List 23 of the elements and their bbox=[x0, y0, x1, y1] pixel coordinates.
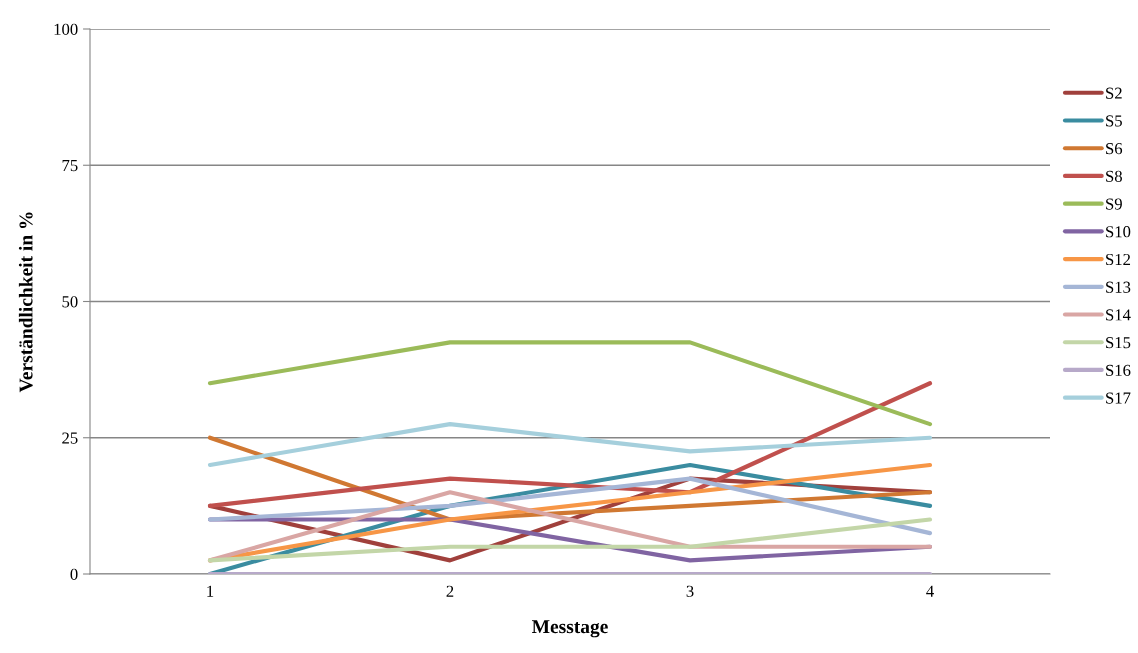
y-tick-label: 25 bbox=[62, 432, 78, 444]
x-tick-label: 4 bbox=[926, 585, 934, 597]
legend-label: S6 bbox=[1106, 143, 1123, 155]
legend-label: S12 bbox=[1106, 253, 1131, 266]
legend-label: S5 bbox=[1106, 115, 1122, 127]
legend-label: S8 bbox=[1106, 170, 1122, 182]
legend-label: S10 bbox=[1106, 226, 1131, 238]
x-tick-label: 2 bbox=[446, 585, 454, 597]
y-tick-label: 75 bbox=[62, 160, 78, 172]
legend-label: S2 bbox=[1106, 87, 1122, 99]
legend-label: S15 bbox=[1106, 337, 1131, 349]
legend-label: S9 bbox=[1106, 198, 1122, 210]
x-axis-title: Messtage bbox=[532, 620, 608, 638]
x-tick-label: 1 bbox=[207, 585, 214, 597]
legend-label: S17 bbox=[1106, 392, 1131, 404]
legend-label: S13 bbox=[1106, 281, 1131, 293]
y-tick-label: 0 bbox=[70, 568, 78, 580]
y-tick-label: 100 bbox=[54, 23, 78, 35]
legend-label: S16 bbox=[1106, 364, 1131, 376]
x-tick-label: 3 bbox=[686, 585, 694, 597]
y-tick-label: 50 bbox=[62, 296, 78, 308]
legend-label: S14 bbox=[1106, 309, 1131, 321]
y-axis-title: Verständlichkeit in % bbox=[18, 212, 33, 393]
